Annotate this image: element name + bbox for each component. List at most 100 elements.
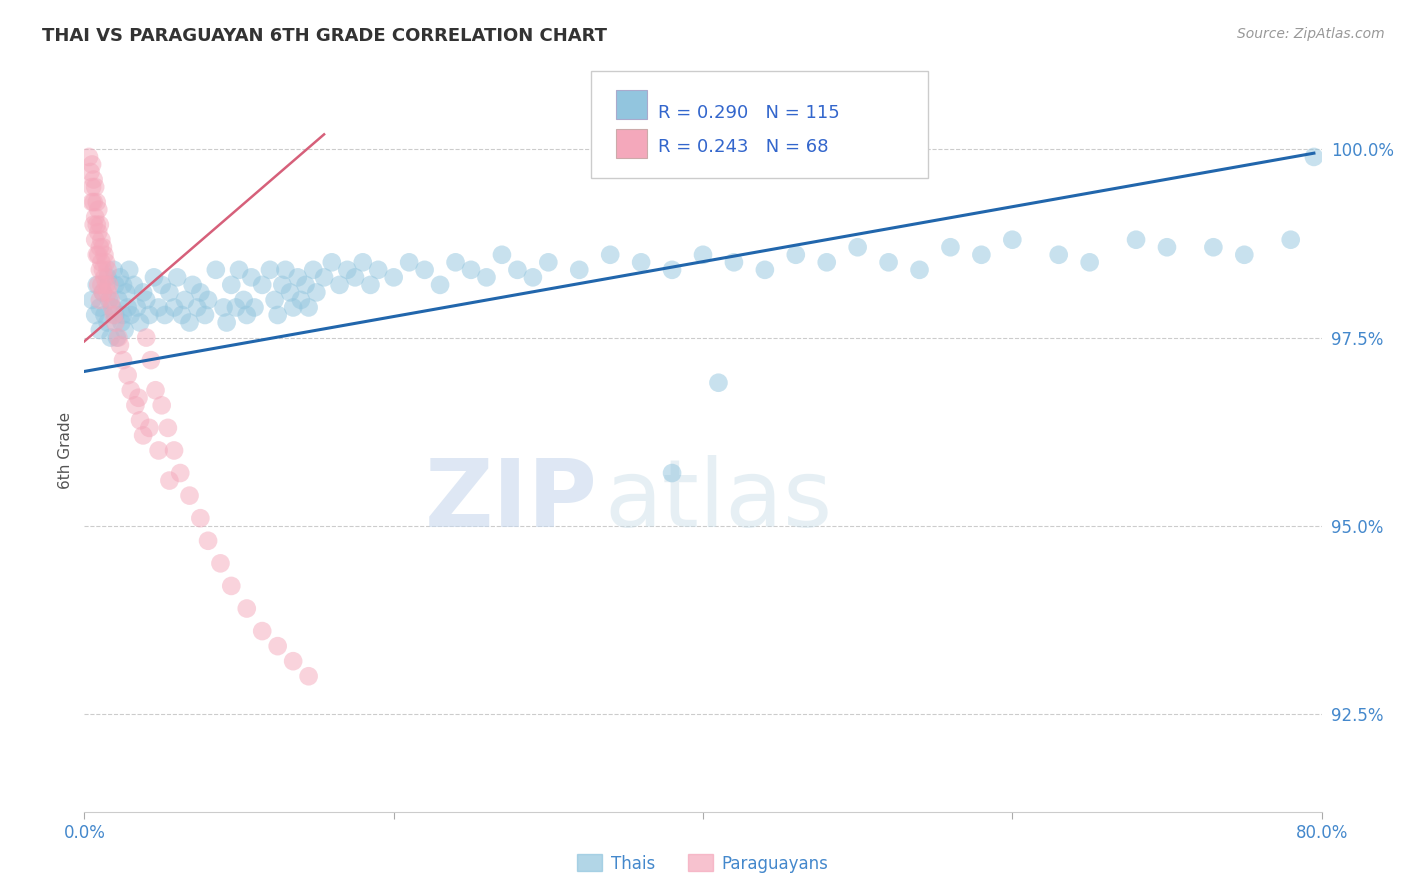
Point — [360, 277, 382, 292]
Point — [129, 316, 152, 330]
Point — [107, 293, 129, 307]
Point — [93, 308, 115, 322]
Point — [194, 308, 217, 322]
Point — [1279, 233, 1302, 247]
Point — [212, 301, 235, 315]
Point — [77, 150, 100, 164]
Point — [86, 277, 108, 292]
Point — [127, 391, 149, 405]
Point — [82, 293, 104, 307]
Point — [522, 270, 544, 285]
Y-axis label: 6th Grade: 6th Grade — [58, 412, 73, 489]
Point — [312, 270, 335, 285]
Point — [413, 263, 436, 277]
Point — [84, 308, 107, 322]
Point — [188, 511, 211, 525]
Point — [297, 301, 319, 315]
Point — [243, 301, 266, 315]
Point — [138, 421, 160, 435]
Point — [122, 277, 145, 292]
Point — [343, 270, 366, 285]
Point — [302, 263, 325, 277]
Point — [398, 255, 420, 269]
Point — [429, 277, 451, 292]
Point — [120, 308, 142, 322]
Point — [232, 293, 254, 307]
Point — [263, 293, 285, 307]
Point — [305, 285, 328, 300]
Point — [118, 263, 141, 277]
Point — [444, 255, 467, 269]
Point — [1202, 240, 1225, 254]
Point — [96, 263, 118, 277]
Point — [89, 218, 111, 232]
Point — [1001, 233, 1024, 247]
Point — [153, 308, 176, 322]
Point — [287, 270, 309, 285]
Text: atlas: atlas — [605, 455, 832, 547]
Point — [89, 263, 111, 277]
Point — [83, 218, 105, 232]
Point — [145, 384, 167, 398]
Point — [150, 398, 173, 412]
Point — [114, 323, 136, 337]
Point — [1078, 255, 1101, 269]
Point — [132, 285, 155, 300]
Point — [321, 255, 343, 269]
Point — [846, 240, 869, 254]
Point — [117, 301, 139, 315]
Point — [163, 301, 186, 315]
Legend: Thais, Paraguayans: Thais, Paraguayans — [571, 847, 835, 880]
Point — [267, 639, 290, 653]
Point — [84, 233, 107, 247]
Point — [166, 270, 188, 285]
Point — [491, 248, 513, 262]
Point — [91, 263, 114, 277]
Point — [228, 263, 250, 277]
Point — [90, 255, 112, 269]
Point — [86, 248, 108, 262]
Point — [159, 474, 180, 488]
Point — [1047, 248, 1070, 262]
Point — [129, 413, 152, 427]
Point — [186, 301, 208, 315]
Point — [93, 270, 115, 285]
Point — [219, 277, 242, 292]
Point — [754, 263, 776, 277]
Point — [877, 255, 900, 269]
Point — [197, 293, 219, 307]
Point — [94, 277, 117, 292]
Point — [83, 195, 105, 210]
Point — [89, 293, 111, 307]
Point — [104, 308, 127, 322]
Point — [96, 270, 118, 285]
Point — [138, 308, 160, 322]
Text: ZIP: ZIP — [425, 455, 598, 547]
Point — [124, 398, 146, 412]
Point — [336, 263, 359, 277]
Point — [91, 240, 114, 254]
Point — [91, 285, 114, 300]
Point — [112, 308, 135, 322]
Point — [235, 601, 259, 615]
Point — [86, 218, 108, 232]
Point — [219, 579, 242, 593]
Point — [89, 301, 111, 315]
Point — [197, 533, 219, 548]
Point — [79, 165, 101, 179]
Point — [1302, 150, 1324, 164]
Point — [90, 233, 112, 247]
Point — [169, 466, 191, 480]
Point — [506, 263, 529, 277]
Point — [352, 255, 374, 269]
Point — [94, 255, 117, 269]
Point — [96, 316, 118, 330]
Point — [1125, 233, 1147, 247]
Text: R = 0.243   N = 68: R = 0.243 N = 68 — [658, 138, 828, 156]
Point — [135, 330, 157, 344]
Point — [475, 270, 498, 285]
Point — [82, 180, 104, 194]
Point — [537, 255, 560, 269]
Point — [599, 248, 621, 262]
Point — [367, 263, 389, 277]
